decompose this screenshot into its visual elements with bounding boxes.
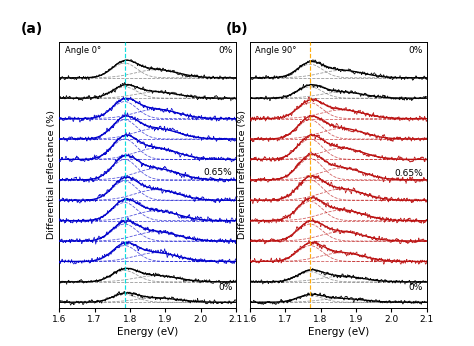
Text: (a): (a) <box>20 22 43 36</box>
Text: 0%: 0% <box>409 283 423 292</box>
Text: 0%: 0% <box>218 46 232 55</box>
Text: Angle 0°: Angle 0° <box>64 46 100 55</box>
Text: 0.65%: 0.65% <box>394 169 423 177</box>
X-axis label: Energy (eV): Energy (eV) <box>117 327 178 337</box>
Text: (b): (b) <box>225 22 248 36</box>
Text: Angle 90°: Angle 90° <box>255 46 297 55</box>
Y-axis label: Differential reflectance (%): Differential reflectance (%) <box>238 110 247 239</box>
Text: 0%: 0% <box>218 283 232 292</box>
X-axis label: Energy (eV): Energy (eV) <box>308 327 369 337</box>
Text: 0.65%: 0.65% <box>203 168 232 177</box>
Text: 0%: 0% <box>409 46 423 55</box>
Y-axis label: Differential reflectance (%): Differential reflectance (%) <box>47 110 56 239</box>
